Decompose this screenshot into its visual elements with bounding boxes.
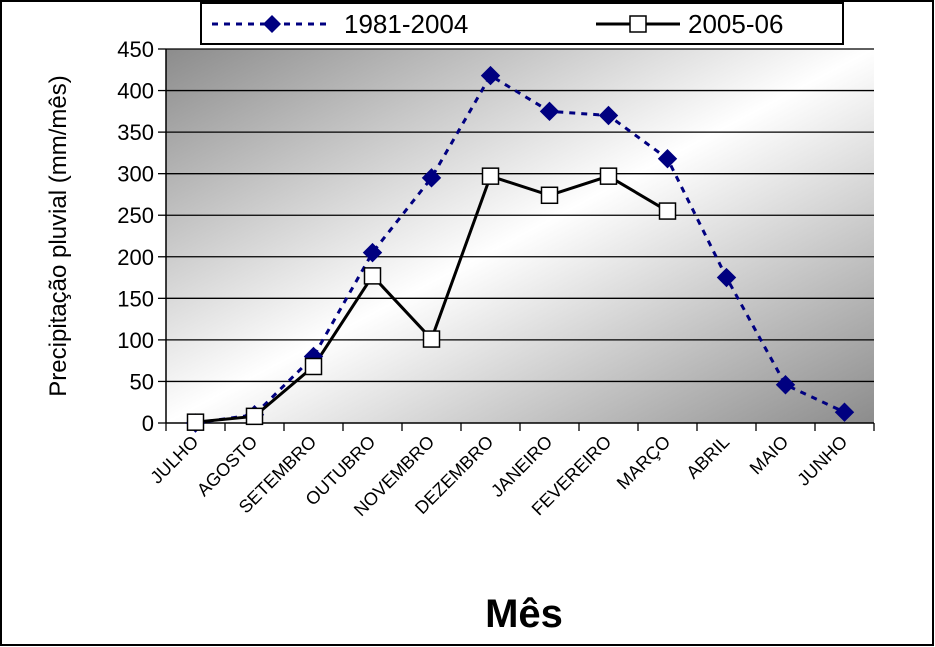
y-tick-label: 300 [117, 162, 154, 187]
legend-label-1: 2005-06 [688, 9, 783, 39]
data-point [658, 202, 677, 220]
data-point [422, 330, 441, 348]
data-point [362, 242, 383, 263]
data-point [540, 186, 559, 205]
data-point [599, 167, 618, 185]
legend-marker-0 [263, 15, 281, 33]
data-point [657, 148, 678, 169]
axes [158, 48, 875, 431]
data-point [186, 413, 205, 431]
data-point [480, 65, 501, 86]
y-tick-label: 250 [117, 203, 154, 228]
data-point [304, 357, 323, 376]
data-point [363, 267, 382, 285]
data-point [834, 402, 855, 422]
data-point [421, 168, 442, 188]
data-point [481, 167, 500, 185]
x-axis-title: Mês [485, 592, 563, 636]
series-markers [185, 65, 855, 433]
y-tick-label: 450 [117, 37, 154, 62]
legend: 1981-2004 2005-06 [200, 2, 844, 45]
y-tick-labels: 0 50 100 150 200 250 300 350 400 450 [117, 37, 154, 436]
y-tick-label: 350 [117, 120, 154, 145]
y-tick-label: 100 [117, 328, 154, 353]
data-point [245, 407, 264, 426]
y-tick-label: 50 [130, 369, 154, 394]
gridlines [166, 48, 874, 383]
data-point [775, 375, 796, 395]
plot-area [166, 49, 874, 423]
data-point [598, 105, 619, 126]
legend-marker-1 [629, 15, 647, 33]
y-tick-label: 400 [117, 79, 154, 104]
legend-label-0: 1981-2004 [344, 9, 468, 39]
y-tick-label: 150 [117, 286, 154, 311]
series-line-0 [195, 73, 846, 425]
y-tick-label: 0 [142, 411, 154, 436]
y-tick-label: 200 [117, 245, 154, 270]
y-axis-title: Precipitação pluvial (mm/mês) [45, 75, 72, 396]
data-point [716, 267, 737, 288]
data-point [539, 101, 560, 122]
